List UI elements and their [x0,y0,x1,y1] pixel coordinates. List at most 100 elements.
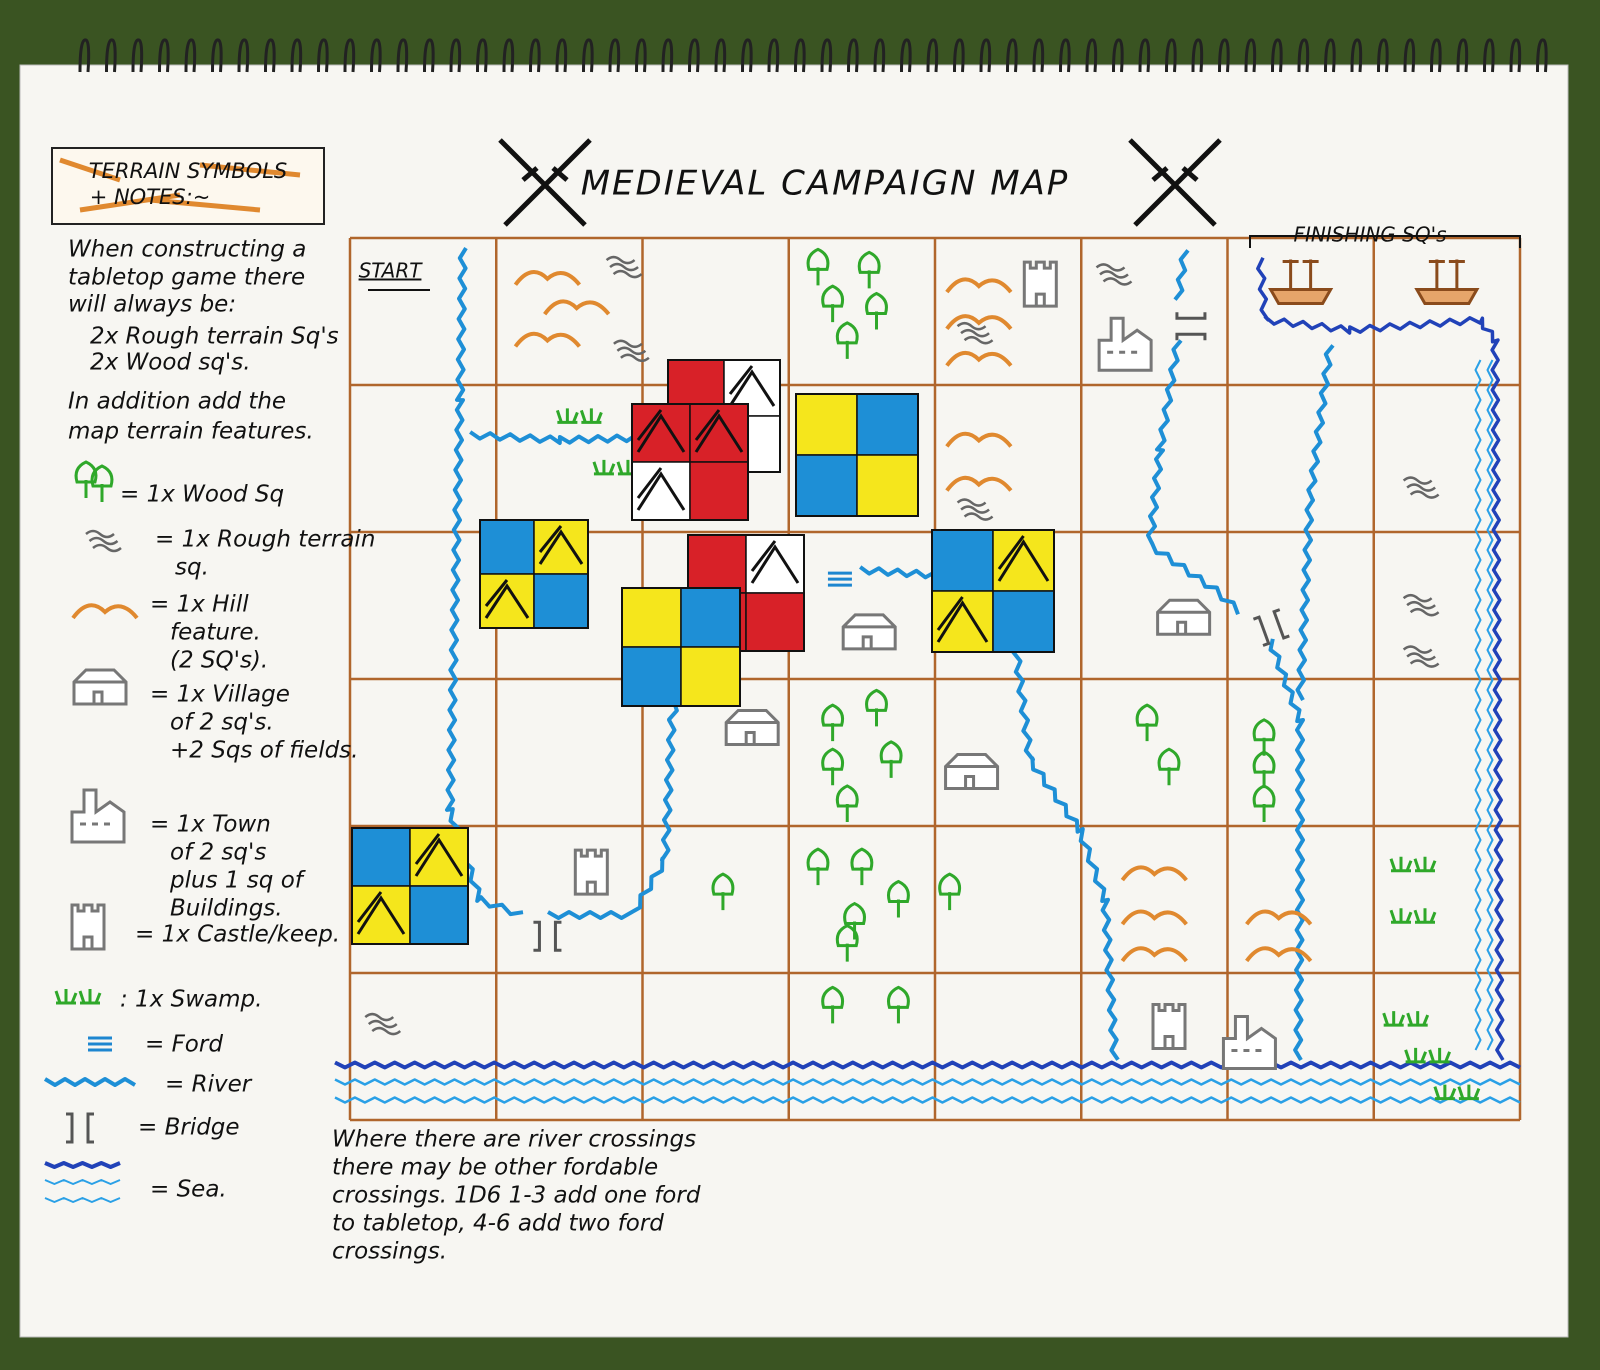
rough-terrain [1409,607,1440,617]
rough-terrain [1406,600,1436,610]
unit-counter-quarter [409,885,469,945]
binding-ring [396,38,409,73]
legend-title: TERRAIN SYMBOLS [89,159,287,183]
binding-ring [714,38,727,73]
swamp [1404,1047,1428,1064]
legend-intro: map terrain features. [68,419,314,445]
rough-terrain [1402,476,1433,485]
legend-item: Buildings. [170,896,283,922]
sea [44,1161,121,1169]
river [859,565,937,580]
unit-counter-quarter [795,454,858,517]
binding-ring [264,38,276,73]
hill [1245,909,1313,926]
hill [543,299,611,316]
swamp [1428,1047,1452,1064]
map-note: there may be other fordable [332,1155,658,1181]
unit-counter-quarter [621,646,682,707]
counter-chevron [936,596,989,643]
counter-chevron [636,467,686,511]
tree [857,250,881,289]
river [43,1077,137,1087]
binding-ring [184,38,197,73]
binding-ring [237,38,250,73]
legend-item: = 1x Hill [150,592,249,618]
legend-intro: When constructing a [68,237,306,263]
hill [1245,946,1313,963]
counter-chevron [750,540,800,584]
binding-ring [1456,38,1469,73]
hill [945,350,1013,367]
binding-ring [1032,38,1045,73]
unit-counter-quarter [621,587,682,648]
unit-counter-quarter [680,587,741,648]
binding-ring [608,38,621,73]
binding-ring [290,38,303,73]
hill [1120,946,1188,963]
ship [1268,259,1334,305]
unit-counter [351,827,469,945]
swamp [78,989,102,1005]
unit-counter [479,519,589,629]
binding-ring [953,38,965,73]
binding-ring [1271,38,1283,73]
unit-counter-quarter [351,885,411,945]
unit-counter-quarter [992,529,1055,592]
binding-ring [1509,38,1522,73]
river [1268,638,1305,1062]
rough-terrain [612,269,643,279]
map-note: crossings. 1D6 1-3 add one ford [332,1183,701,1209]
binding-ring [1350,38,1363,73]
unit-counter [631,403,749,521]
unit-counter-quarter [479,519,535,575]
binding-ring [635,38,647,73]
counter-chevron [538,525,584,565]
rough-terrain [1099,270,1129,279]
legend-intro: 2x Wood sq's. [90,350,251,376]
binding-ring [1536,38,1548,73]
river [1173,249,1190,301]
binding-ring [1059,38,1071,73]
legend-item: = 1x Rough terrain [155,527,375,553]
river [469,430,638,445]
binding-ring [449,38,462,73]
tree [835,321,859,359]
legend-item: feature. [170,620,261,646]
rough-terrain [956,498,987,507]
unit-counter-quarter [745,592,805,652]
river [1011,640,1120,1061]
binding-ring [900,38,912,73]
unit-counter-quarter [631,403,691,463]
legend-intro: tabletop game there [68,265,305,291]
rough-terrain [371,1026,402,1036]
rough-terrain [960,505,990,514]
binding-ring [1403,38,1416,73]
rough-terrain [616,346,647,356]
rough-terrain [605,255,636,265]
binding-ring [1138,38,1151,73]
finish-bracket [1249,235,1521,248]
tree [821,284,845,323]
binding-ring [555,38,568,73]
swamp [592,459,616,476]
binding-ring [1297,38,1310,73]
binding-ring [661,38,674,73]
unit-counter-quarter [856,393,919,456]
sea [1474,359,1482,1051]
map-note: to tabletop, 4-6 add two ford [332,1211,664,1237]
binding-ring [1112,38,1124,73]
sea [334,1096,1521,1104]
legend-item: of 2 sq's [170,840,266,866]
binding-ring [343,38,356,73]
unit-counter-quarter [631,461,691,521]
binding-ring [1218,38,1230,73]
rough-terrain [1406,652,1436,661]
rough-terrain [963,512,994,521]
legend-item: : 1x Swamp. [120,987,262,1013]
binding-ring [1377,38,1389,73]
map-note: Where there are river crossings [332,1127,696,1153]
tree [1252,784,1276,822]
sea [44,1179,121,1185]
counter-chevron [997,535,1050,582]
